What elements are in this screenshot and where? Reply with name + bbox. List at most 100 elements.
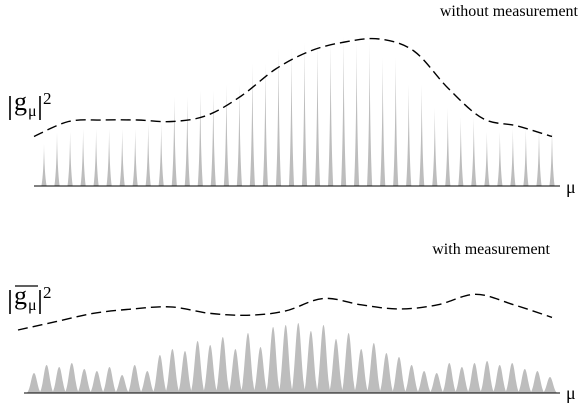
top-spike: [354, 42, 360, 186]
bottom-peak: [441, 363, 458, 393]
bottom-peak: [303, 331, 319, 393]
top-spike: [223, 84, 229, 186]
bottom-peak: [328, 339, 344, 393]
top-spike: [458, 117, 464, 186]
top-spike: [367, 42, 373, 186]
bottom-peak: [542, 377, 558, 393]
bottom-peak: [403, 365, 420, 393]
bottom-peak: [466, 363, 483, 393]
top-spike: [158, 123, 164, 186]
top-spike: [145, 123, 151, 186]
top-spike: [288, 48, 295, 186]
top-spike: [393, 57, 399, 186]
top-spike: [510, 129, 516, 186]
bottom-peak: [164, 349, 181, 393]
top-spike: [445, 108, 451, 186]
bottom-peak: [277, 325, 294, 393]
bottom-peaks: [26, 323, 558, 393]
bottom-peak: [215, 337, 231, 393]
bottom-peak: [517, 369, 533, 393]
bottom-peak: [101, 367, 118, 393]
top-spike: [184, 96, 190, 186]
top-spike: [132, 129, 138, 186]
top-ylabel-base: g: [14, 87, 27, 116]
top-ylabel-sub: μ: [28, 103, 37, 120]
bottom-peak: [454, 367, 470, 393]
top-spike: [328, 42, 334, 186]
bottom-peak: [152, 355, 168, 393]
top-spike: [314, 42, 321, 186]
bottom-peak: [114, 375, 130, 393]
top-spike: [93, 129, 99, 186]
bottom-caption: with measurement: [432, 241, 550, 258]
bottom-ylabel-sub: μ: [28, 297, 37, 314]
bottom-peak: [51, 367, 67, 393]
bottom-peak: [315, 325, 332, 393]
bottom-peak: [416, 371, 432, 393]
top-spike: [523, 129, 529, 186]
bottom-peak: [504, 363, 520, 393]
bottom-peak: [139, 371, 156, 393]
top-spike: [432, 108, 438, 186]
bottom-peak: [378, 353, 395, 393]
top-ylabel: g μ 2: [9, 87, 52, 120]
top-spike: [236, 84, 242, 186]
top-spike: [249, 63, 255, 186]
top-spike: [484, 132, 490, 186]
bottom-xlabel: μ: [566, 383, 576, 403]
bottom-peak: [189, 341, 206, 393]
top-spike: [471, 117, 477, 186]
bottom-peak: [340, 333, 357, 393]
top-spike: [80, 129, 86, 186]
top-spike: [197, 90, 203, 186]
bottom-peak: [479, 361, 495, 393]
top-xlabel: μ: [566, 177, 576, 197]
bottom-envelope: [17, 293, 553, 331]
bottom-peak: [126, 365, 143, 393]
bottom-peak: [353, 349, 369, 393]
top-spike: [210, 90, 216, 186]
bottom-peak: [428, 373, 445, 393]
bottom-peak: [76, 369, 93, 393]
top-spike: [536, 129, 542, 186]
bottom-peak: [529, 371, 546, 393]
top-spike: [275, 48, 282, 186]
bottom-peak: [227, 349, 244, 393]
bottom-ylabel-base: g: [14, 281, 27, 310]
bottom-peak: [252, 347, 269, 393]
bottom-peak: [265, 327, 281, 393]
top-spike: [106, 129, 112, 186]
top-spike: [419, 84, 425, 186]
top-spikes: [41, 36, 555, 186]
bottom-peak: [202, 345, 218, 393]
top-spike: [171, 96, 177, 186]
bottom-peak: [64, 363, 80, 393]
bottom-peak: [177, 351, 193, 393]
bottom-peak: [26, 373, 42, 393]
bottom-peak: [290, 323, 307, 393]
top-spike: [549, 129, 555, 186]
top-spike: [262, 63, 268, 186]
top-spike: [497, 132, 503, 186]
top-ylabel-sup: 2: [43, 89, 52, 108]
top-envelope: [33, 37, 553, 138]
top-spike: [41, 144, 47, 186]
top-spike: [54, 132, 60, 186]
bottom-ylabel-sup: 2: [43, 283, 52, 302]
bottom-panel: with measurement g μ 2 μ: [9, 241, 576, 403]
top-spike: [406, 84, 412, 186]
bottom-peak: [38, 365, 55, 393]
top-caption: without measurement: [440, 3, 579, 20]
bottom-peak: [391, 357, 407, 393]
top-spike: [380, 57, 386, 186]
top-spike: [301, 42, 308, 186]
top-panel: without measurement g μ 2 μ: [9, 3, 579, 197]
bottom-peak: [366, 343, 382, 393]
top-spike: [119, 129, 125, 186]
bottom-peak: [240, 333, 256, 393]
bottom-peak: [491, 365, 508, 393]
top-spike: [67, 132, 73, 186]
top-spike: [341, 36, 347, 186]
bottom-peak: [89, 371, 105, 393]
